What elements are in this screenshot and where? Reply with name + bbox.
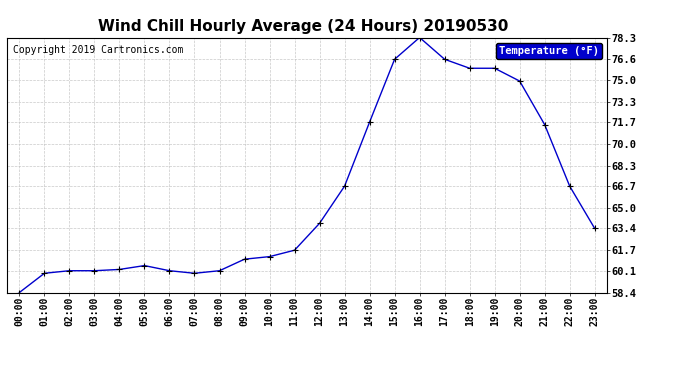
Legend: Temperature (°F): Temperature (°F): [495, 43, 602, 59]
Text: Copyright 2019 Cartronics.com: Copyright 2019 Cartronics.com: [13, 45, 184, 55]
Text: Wind Chill Hourly Average (24 Hours) 20190530: Wind Chill Hourly Average (24 Hours) 201…: [99, 19, 509, 34]
